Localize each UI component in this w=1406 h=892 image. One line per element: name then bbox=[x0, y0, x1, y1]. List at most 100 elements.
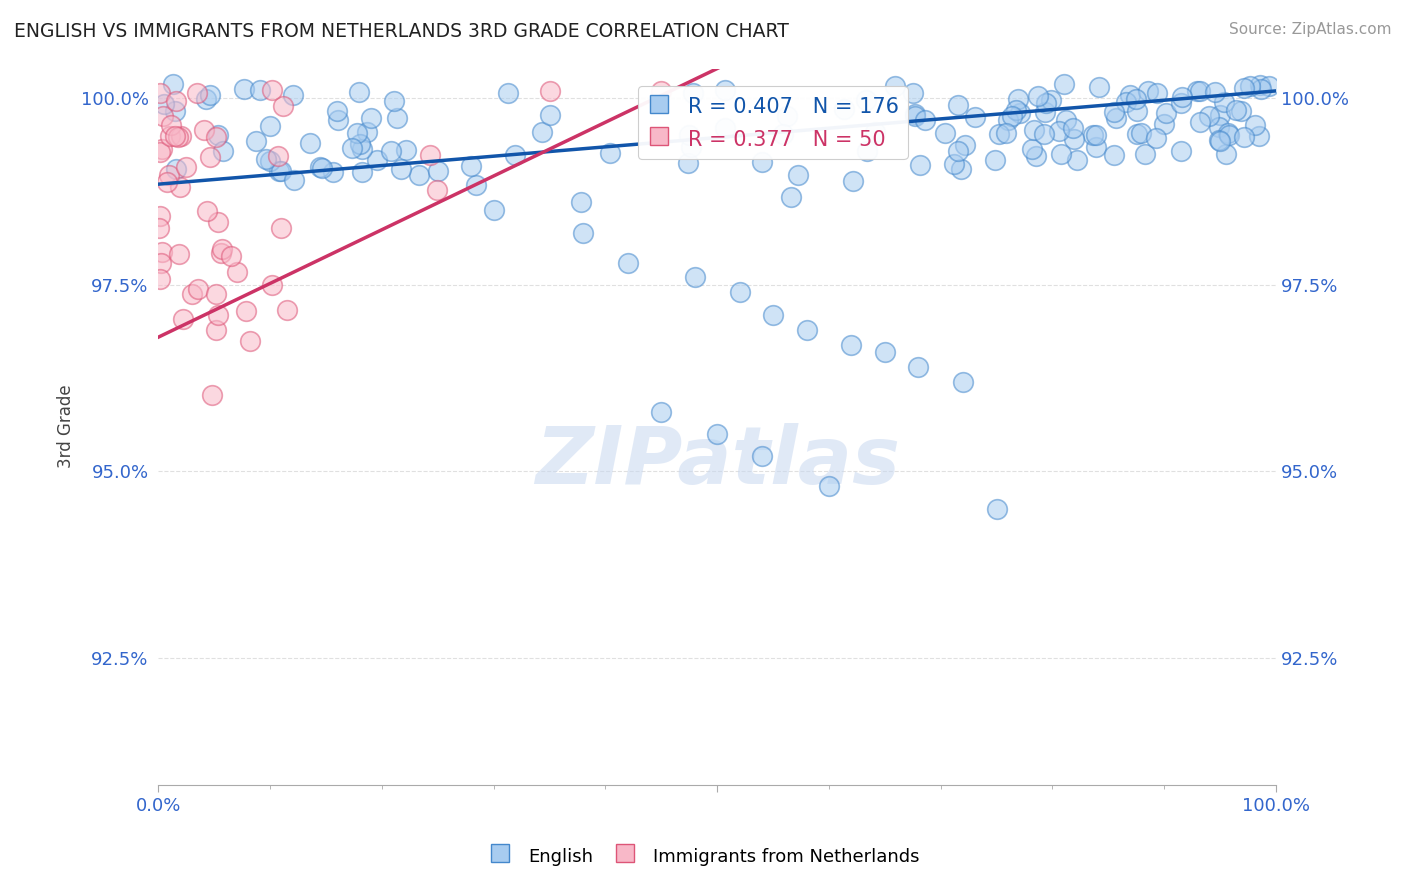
Point bbox=[1198, 110, 1220, 124]
Point bbox=[165, 161, 187, 176]
Point bbox=[205, 129, 228, 144]
Point bbox=[855, 93, 877, 107]
Point bbox=[856, 144, 879, 158]
Point bbox=[728, 285, 751, 300]
Point bbox=[949, 162, 972, 177]
Point bbox=[1005, 103, 1028, 117]
Point bbox=[1125, 93, 1147, 107]
Text: Source: ZipAtlas.com: Source: ZipAtlas.com bbox=[1229, 22, 1392, 37]
Point bbox=[1007, 92, 1029, 106]
Point bbox=[271, 99, 294, 113]
Point bbox=[650, 405, 672, 419]
Point bbox=[681, 139, 703, 153]
Point bbox=[157, 168, 180, 182]
Point bbox=[460, 159, 482, 173]
Point bbox=[1040, 93, 1063, 107]
Point bbox=[1035, 104, 1057, 119]
Point bbox=[150, 244, 173, 259]
Point bbox=[276, 303, 298, 318]
Point bbox=[1001, 109, 1024, 123]
Point bbox=[165, 94, 187, 108]
Point bbox=[1130, 126, 1153, 140]
Point bbox=[1135, 146, 1157, 161]
Point bbox=[149, 145, 172, 160]
Point bbox=[172, 311, 194, 326]
Point bbox=[209, 245, 232, 260]
Point bbox=[342, 141, 364, 155]
Point bbox=[270, 164, 292, 178]
Point bbox=[482, 203, 505, 218]
Point bbox=[952, 375, 974, 389]
Point bbox=[779, 190, 801, 204]
Point bbox=[1209, 108, 1232, 122]
Point bbox=[1208, 133, 1230, 147]
Point bbox=[901, 86, 924, 100]
Point bbox=[751, 154, 773, 169]
Point bbox=[1032, 127, 1054, 141]
Point bbox=[1021, 143, 1043, 157]
Point bbox=[235, 303, 257, 318]
Point bbox=[751, 450, 773, 464]
Point bbox=[167, 129, 190, 144]
Point bbox=[221, 249, 243, 263]
Point bbox=[714, 83, 737, 97]
Point bbox=[599, 146, 621, 161]
Point bbox=[152, 109, 174, 123]
Point bbox=[165, 129, 187, 144]
Point bbox=[1170, 96, 1192, 111]
Point bbox=[425, 183, 447, 197]
Point bbox=[159, 118, 181, 132]
Point bbox=[787, 168, 810, 182]
Point bbox=[1118, 87, 1140, 102]
Point bbox=[1125, 104, 1147, 119]
Point bbox=[148, 86, 170, 100]
Point bbox=[1204, 85, 1226, 99]
Point bbox=[349, 137, 371, 152]
Point bbox=[1022, 123, 1045, 137]
Point bbox=[1250, 82, 1272, 96]
Point bbox=[1212, 95, 1234, 109]
Text: ENGLISH VS IMMIGRANTS FROM NETHERLANDS 3RD GRADE CORRELATION CHART: ENGLISH VS IMMIGRANTS FROM NETHERLANDS 3… bbox=[14, 22, 789, 41]
Point bbox=[572, 226, 595, 240]
Legend: English, Immigrants from Netherlands: English, Immigrants from Netherlands bbox=[479, 838, 927, 874]
Point bbox=[225, 265, 247, 279]
Point bbox=[1066, 153, 1088, 167]
Point bbox=[380, 144, 402, 158]
Point bbox=[678, 128, 700, 142]
Point bbox=[1084, 140, 1107, 154]
Point bbox=[465, 178, 488, 192]
Point bbox=[1062, 120, 1084, 135]
Point bbox=[204, 323, 226, 337]
Point bbox=[326, 113, 349, 128]
Point bbox=[1136, 84, 1159, 98]
Point bbox=[427, 164, 450, 178]
Point bbox=[187, 282, 209, 296]
Point bbox=[1102, 148, 1125, 162]
Point bbox=[1225, 103, 1247, 117]
Point bbox=[169, 180, 191, 194]
Point bbox=[356, 125, 378, 139]
Point bbox=[987, 127, 1010, 141]
Point bbox=[1047, 124, 1070, 138]
Point bbox=[617, 255, 640, 269]
Point bbox=[676, 156, 699, 170]
Point bbox=[1188, 84, 1211, 98]
Point bbox=[156, 175, 179, 189]
Point bbox=[943, 156, 966, 170]
Point bbox=[262, 278, 284, 293]
Point bbox=[904, 107, 927, 121]
Point bbox=[994, 127, 1017, 141]
Point bbox=[193, 122, 215, 136]
Point bbox=[1156, 106, 1178, 120]
Point bbox=[387, 111, 409, 125]
Point bbox=[1054, 112, 1077, 127]
Point bbox=[366, 153, 388, 167]
Point bbox=[1209, 134, 1232, 148]
Point bbox=[1008, 105, 1031, 120]
Point bbox=[908, 158, 931, 172]
Point bbox=[198, 87, 221, 102]
Point bbox=[309, 161, 332, 175]
Point bbox=[1035, 95, 1057, 110]
Point bbox=[389, 161, 412, 176]
Point bbox=[205, 287, 228, 301]
